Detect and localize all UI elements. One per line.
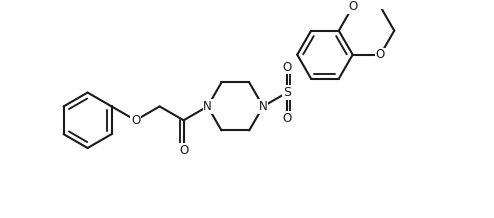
Text: O: O xyxy=(179,144,188,157)
Text: O: O xyxy=(131,114,140,127)
Text: N: N xyxy=(259,100,267,113)
Text: O: O xyxy=(376,48,385,61)
Text: S: S xyxy=(283,86,291,99)
Text: O: O xyxy=(348,0,357,13)
Text: O: O xyxy=(283,61,292,73)
Text: O: O xyxy=(283,112,292,124)
Text: N: N xyxy=(203,100,212,113)
